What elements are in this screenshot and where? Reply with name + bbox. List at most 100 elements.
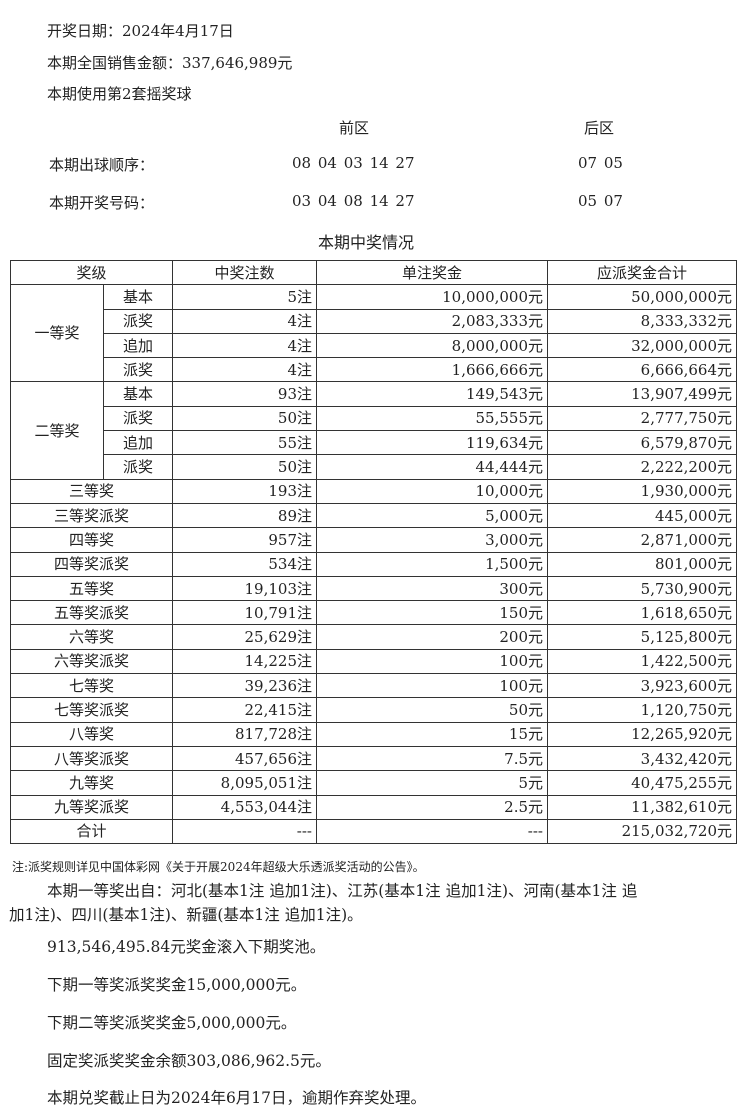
back-zone-label: 后区 <box>584 119 615 137</box>
total-prize: 40,475,255元 <box>547 770 738 796</box>
unit-prize: 10,000元 <box>316 478 549 504</box>
winner-count: 457,656注 <box>172 745 318 772</box>
winner-count: 25,629注 <box>172 624 318 650</box>
total-prize: 11,382,610元 <box>547 794 738 820</box>
total-prize: 801,000元 <box>547 551 738 577</box>
winner-count: 534注 <box>172 551 318 577</box>
table-row: 七等奖 39,236注 100元 3,923,600元 <box>9 673 738 699</box>
total-prize: 2,871,000元 <box>547 527 738 553</box>
table-row: 四等奖派奖 534注 1,500元 801,000元 <box>9 551 738 577</box>
footnote: 注:派奖规则详见中国体彩网《关于开展2024年超级大乐透派奖活动的公告》。 <box>12 860 425 874</box>
winning-numbers-label: 本期开奖号码： <box>49 194 155 212</box>
header-prize: 单注奖金 <box>316 259 549 286</box>
prize-level: 五等奖 <box>9 575 174 602</box>
prize-level: 七等奖 <box>9 673 174 699</box>
total-prize: 50,000,000元 <box>547 284 738 310</box>
total-prize: 8,333,332元 <box>547 308 738 334</box>
unit-prize: 1,666,666元 <box>316 357 549 383</box>
total-prize: 3,923,600元 <box>547 673 738 699</box>
total-prize: 2,777,750元 <box>547 405 738 432</box>
unit-prize: 44,444元 <box>316 454 549 480</box>
unit-prize: 119,634元 <box>316 430 549 456</box>
draw-date: 开奖日期：2024年4月17日 <box>47 22 234 40</box>
winner-count: 817,728注 <box>172 721 318 747</box>
table-row: 七等奖派奖 22,415注 50元 1,120,750元 <box>9 697 738 723</box>
total-prize: 6,579,870元 <box>547 430 738 456</box>
prize-table: 奖级 中奖注数 单注奖金 应派奖金合计 一等奖 基本 5注 10,000,000元 50… <box>9 259 738 845</box>
winner-count: 4注 <box>172 308 318 334</box>
prize-level: 二等奖 <box>10 381 104 480</box>
winner-count: --- <box>172 818 318 845</box>
total-prize: 215,032,720元 <box>547 818 738 845</box>
table-row: 六等奖派奖 14,225注 100元 1,422,500元 <box>9 648 738 675</box>
table-row: 派奖 50注 55,555元 2,777,750元 <box>11 405 738 432</box>
table-header-row: 奖级 中奖注数 单注奖金 应派奖金合计 <box>9 259 738 286</box>
winner-count: 14,225注 <box>172 648 318 675</box>
prize-level: 五等奖派奖 <box>9 600 174 626</box>
table-row: 六等奖 25,629注 200元 5,125,800元 <box>9 624 738 650</box>
table-row: 五等奖派奖 10,791注 150元 1,618,650元 <box>9 600 738 626</box>
winner-count: 957注 <box>172 527 318 553</box>
unit-prize: 2,083,333元 <box>316 308 549 334</box>
unit-prize: 149,543元 <box>316 381 549 407</box>
prize-sublevel: 派奖 <box>102 308 174 334</box>
prize-level: 一等奖 <box>10 284 104 383</box>
prize-level: 合计 <box>9 818 174 845</box>
header-total: 应派奖金合计 <box>547 259 738 286</box>
total-prize: 12,265,920元 <box>547 721 738 747</box>
unit-prize: 5,000元 <box>316 502 549 529</box>
total-prize: 5,125,800元 <box>547 624 738 650</box>
table-row: 九等奖派奖 4,553,044注 2.5元 11,382,610元 <box>9 794 738 820</box>
table-row: 一等奖 基本 5注 10,000,000元 50,000,000元 <box>10 284 738 383</box>
table-row: 八等奖 817,728注 15元 12,265,920元 <box>9 721 738 747</box>
table-row: 九等奖 8,095,051注 5元 40,475,255元 <box>9 770 738 796</box>
winner-count: 89注 <box>172 502 318 529</box>
winner-count: 93注 <box>172 381 318 407</box>
prize-level: 九等奖派奖 <box>9 794 174 820</box>
total-prize: 445,000元 <box>547 502 738 529</box>
fixed-prize-balance: 固定奖派奖奖金余额303,086,962.5元。 <box>47 1052 331 1070</box>
prize-level: 八等奖派奖 <box>9 745 174 772</box>
tier1-winners-line1: 本期一等奖出自：河北(基本1注 追加1注)、江苏(基本1注 追加1注)、河南(基… <box>47 882 638 900</box>
winner-count: 50注 <box>172 454 318 480</box>
table-row: 八等奖派奖 457,656注 7.5元 3,432,420元 <box>9 745 738 772</box>
prize-level: 四等奖派奖 <box>9 551 174 577</box>
winner-count: 4注 <box>172 332 318 359</box>
table-row: 追加 55注 119,634元 6,579,870元 <box>11 430 738 456</box>
unit-prize: 200元 <box>316 624 549 650</box>
total-prize: 1,930,000元 <box>547 478 738 504</box>
unit-prize: 55,555元 <box>316 405 549 432</box>
draw-order-label: 本期出球顺序： <box>49 156 155 174</box>
winner-count: 19,103注 <box>172 575 318 602</box>
total-prize: 1,120,750元 <box>547 697 738 723</box>
table-row: 追加 4注 8,000,000元 32,000,000元 <box>11 332 738 359</box>
unit-prize: 300元 <box>316 575 549 602</box>
prize-level: 九等奖 <box>9 770 174 796</box>
winner-count: 4,553,044注 <box>172 794 318 820</box>
unit-prize: 100元 <box>316 673 549 699</box>
total-prize: 5,730,900元 <box>547 575 738 602</box>
unit-prize: 2.5元 <box>316 794 549 820</box>
table-row: 派奖 50注 44,444元 2,222,200元 <box>11 454 738 480</box>
winner-count: 50注 <box>172 405 318 432</box>
unit-prize: 100元 <box>316 648 549 675</box>
sales-amount: 本期全国销售金额：337,646,989元 <box>47 54 293 72</box>
header-count: 中奖注数 <box>172 259 318 286</box>
winner-count: 8,095,051注 <box>172 770 318 796</box>
table-row: 二等奖 基本 93注 149,543元 13,907,499元 <box>10 381 738 480</box>
total-prize: 32,000,000元 <box>547 332 738 359</box>
next-tier1-bonus: 下期一等奖派奖奖金15,000,000元。 <box>47 976 307 994</box>
tier1-winners-line2: 加1注)、四川(基本1注)、新疆(基本1注 追加1注)。 <box>9 906 363 924</box>
ball-set: 本期使用第2套摇奖球 <box>47 85 192 103</box>
winner-count: 4注 <box>172 357 318 383</box>
unit-prize: --- <box>316 818 549 845</box>
unit-prize: 3,000元 <box>316 527 549 553</box>
claim-deadline: 本期兑奖截止日为2024年6月17日，逾期作弃奖处理。 <box>47 1089 427 1107</box>
table-row: 派奖 4注 2,083,333元 8,333,332元 <box>11 308 738 334</box>
prize-level: 三等奖派奖 <box>9 502 174 529</box>
table-row: 派奖 4注 1,666,666元 6,666,664元 <box>11 357 738 383</box>
prize-sublevel: 派奖 <box>102 454 174 480</box>
front-zone-label: 前区 <box>339 119 370 137</box>
unit-prize: 10,000,000元 <box>316 284 549 310</box>
winning-numbers-back: 05 07 <box>578 192 623 210</box>
